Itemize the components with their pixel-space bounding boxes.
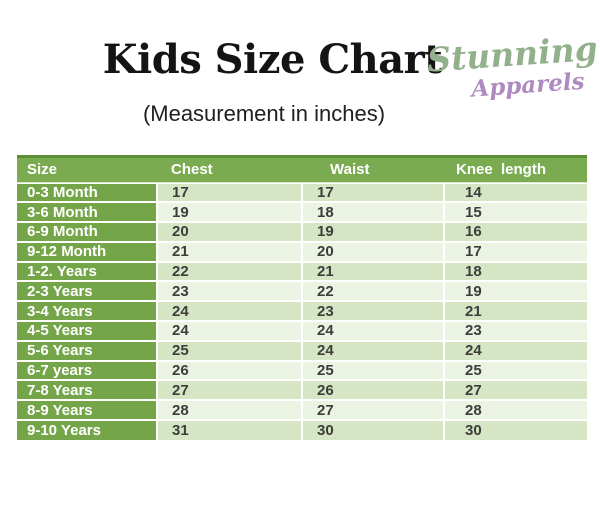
- table-row: 0-3 Month 17 17 14: [17, 182, 587, 203]
- table-row: 3-6 Month 19 18 15: [17, 201, 587, 223]
- chest-cell: 26: [156, 359, 302, 381]
- size-cell: 6-7 years: [17, 359, 157, 381]
- brand-logo: Stunning Apparels: [426, 29, 599, 103]
- chest-cell: 31: [156, 419, 302, 440]
- table-row: 3-4 Years 24 23 21: [17, 300, 587, 322]
- waist-cell: 21: [301, 260, 444, 282]
- table-row: 4-5 Years 24 24 23: [17, 320, 587, 341]
- size-cell: 8-9 Years: [17, 399, 157, 421]
- knee-cell: 19: [443, 280, 587, 302]
- chest-cell: 25: [156, 339, 302, 361]
- table-row: 8-9 Years 28 27 28: [17, 399, 587, 421]
- size-cell: 9-10 Years: [17, 419, 157, 440]
- chest-cell: 28: [156, 399, 302, 421]
- size-cell: 2-3 Years: [17, 280, 157, 302]
- size-cell: 1-2. Years: [17, 260, 157, 282]
- table-row: 5-6 Years 25 24 24: [17, 339, 587, 361]
- waist-cell: 26: [301, 379, 444, 401]
- knee-cell: 28: [443, 399, 587, 421]
- column-header-waist: Waist: [302, 156, 444, 184]
- page-title: Kids Size Chart: [102, 36, 443, 83]
- size-cell: 3-4 Years: [17, 300, 157, 322]
- column-header-chest: Chest: [157, 156, 302, 184]
- waist-cell: 24: [301, 320, 444, 341]
- size-cell: 4-5 Years: [17, 320, 157, 341]
- knee-cell: 18: [443, 260, 587, 282]
- chest-cell: 20: [156, 221, 302, 242]
- table-row: 6-9 Month 20 19 16: [17, 221, 587, 242]
- knee-cell: 21: [443, 300, 587, 322]
- chest-cell: 23: [156, 280, 302, 302]
- knee-cell: 27: [443, 379, 587, 401]
- waist-cell: 24: [301, 339, 444, 361]
- chest-cell: 19: [156, 201, 302, 223]
- chest-cell: 27: [156, 379, 302, 401]
- column-header-knee-length: Knee length: [444, 156, 587, 184]
- waist-cell: 27: [301, 399, 444, 421]
- table-row: 1-2. Years 22 21 18: [17, 260, 587, 282]
- size-cell: 6-9 Month: [17, 221, 157, 242]
- knee-cell: 16: [443, 221, 587, 242]
- waist-cell: 23: [301, 300, 444, 322]
- brand-logo-subname: Apparels: [470, 67, 586, 103]
- waist-cell: 19: [301, 221, 444, 242]
- chest-cell: 17: [156, 182, 302, 203]
- size-table-body: 0-3 Month 17 17 14 3-6 Month 19 18 15 6-9 Month 2…: [17, 182, 587, 440]
- knee-cell: 14: [443, 182, 587, 203]
- column-header-size: Size: [17, 156, 157, 184]
- knee-cell: 17: [443, 240, 587, 262]
- waist-cell: 22: [301, 280, 444, 302]
- knee-cell: 23: [443, 320, 587, 341]
- table-row: 6-7 years 26 25 25: [17, 359, 587, 381]
- measurement-unit-note: (Measurement in inches): [142, 101, 386, 126]
- table-row: 2-3 Years 23 22 19: [17, 280, 587, 302]
- table-row: 9-12 Month 21 20 17: [17, 240, 587, 262]
- table-row: 9-10 Years 31 30 30: [17, 419, 587, 440]
- size-cell: 0-3 Month: [17, 182, 157, 203]
- chest-cell: 22: [156, 260, 302, 282]
- size-cell: 7-8 Years: [17, 379, 157, 401]
- knee-cell: 24: [443, 339, 587, 361]
- waist-cell: 25: [301, 359, 444, 381]
- size-cell: 3-6 Month: [17, 201, 157, 223]
- waist-cell: 17: [301, 182, 444, 203]
- knee-cell: 30: [443, 419, 587, 440]
- waist-cell: 30: [301, 419, 444, 440]
- waist-cell: 20: [301, 240, 444, 262]
- chest-cell: 24: [156, 300, 302, 322]
- knee-cell: 25: [443, 359, 587, 381]
- chest-cell: 21: [156, 240, 302, 262]
- waist-cell: 18: [301, 201, 444, 223]
- knee-cell: 15: [443, 201, 587, 223]
- size-cell: 5-6 Years: [17, 339, 157, 361]
- table-row: 7-8 Years 27 26 27: [17, 379, 587, 401]
- table-header-row: Size Chest Waist Knee length: [17, 156, 587, 184]
- chest-cell: 24: [156, 320, 302, 341]
- size-cell: 9-12 Month: [17, 240, 157, 262]
- size-chart-table: Size Chest Waist Knee length 0-3 Month 17…: [17, 155, 587, 440]
